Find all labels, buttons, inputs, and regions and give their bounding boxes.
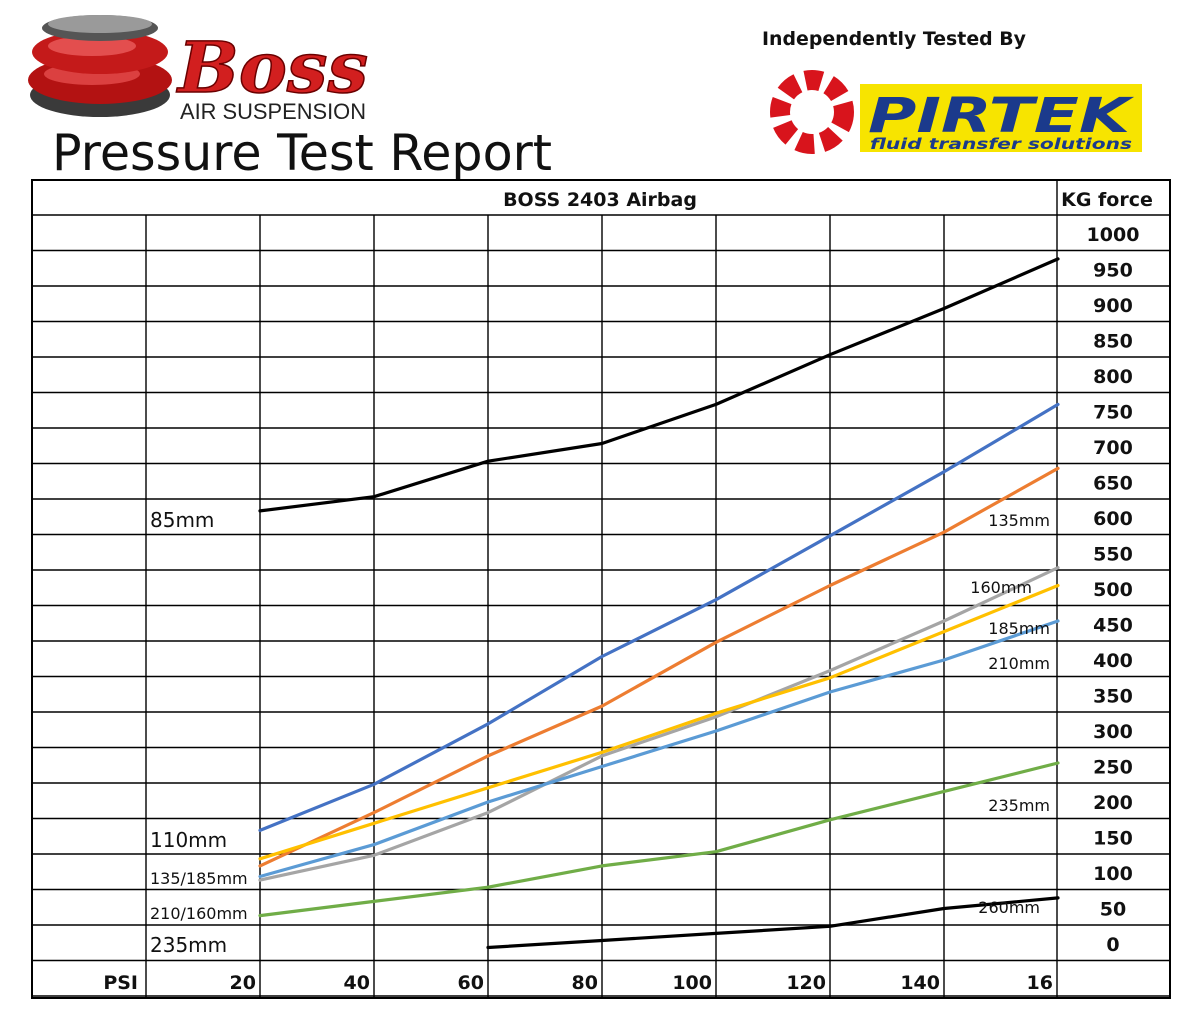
series-label: 160mm <box>970 578 1032 597</box>
y-tick-label: 850 <box>1093 331 1133 353</box>
series-line-235mm <box>258 761 1060 918</box>
boss-logo: Boss AIR SUSPENSION <box>28 15 369 124</box>
brand-subtitle: AIR SUSPENSION <box>180 99 366 124</box>
x-tick-label: 40 <box>344 972 370 994</box>
tested-by-label: Independently Tested By <box>762 28 1027 50</box>
y-tick-label: 150 <box>1093 828 1133 850</box>
y-tick-label: 1000 <box>1087 224 1140 246</box>
y-tick-label: 500 <box>1093 579 1133 601</box>
x-tick-label: 20 <box>230 972 256 994</box>
series-line-135mm <box>258 466 1060 868</box>
y-tick-label: 250 <box>1093 757 1133 779</box>
report-title: Pressure Test Report <box>52 124 552 182</box>
series-label: 210mm <box>988 654 1050 673</box>
x-tick-label: 120 <box>786 972 826 994</box>
x-tick-label: 60 <box>458 972 484 994</box>
chart: BOSS 2403 Airbag KG force1000950900850800… <box>31 179 1171 999</box>
y-tick-label: 400 <box>1093 650 1133 672</box>
series-line-160mm <box>258 566 1060 882</box>
series-label: 235mm <box>150 933 227 957</box>
series-label: 135/185mm <box>150 869 248 888</box>
chart-title: BOSS 2403 Airbag <box>503 189 697 211</box>
y-tick-label: 700 <box>1093 437 1133 459</box>
series-label: 135mm <box>988 511 1050 530</box>
y-tick-label: 200 <box>1093 792 1133 814</box>
y-tick-label: 50 <box>1100 899 1126 921</box>
pirtek-logo: PIRTEK fluid transfer solutions <box>770 70 1142 154</box>
y-tick-label: 950 <box>1093 260 1133 282</box>
x-tick-label: 80 <box>572 972 598 994</box>
x-tick-label: 140 <box>900 972 940 994</box>
y-tick-label: 750 <box>1093 402 1133 424</box>
y-tick-label: 800 <box>1093 366 1133 388</box>
series-label: 235mm <box>988 796 1050 815</box>
pirtek-badge <box>860 84 1142 152</box>
y-tick-label: 450 <box>1093 615 1133 637</box>
x-tick-label: 16 <box>1027 972 1053 994</box>
y-tick-label: 350 <box>1093 686 1133 708</box>
series-line-85mm <box>258 257 1060 513</box>
series-label: 185mm <box>988 619 1050 638</box>
series-label: 260mm <box>978 898 1040 917</box>
partner-tagline: fluid transfer solutions <box>870 135 1132 153</box>
y-axis-label: KG force <box>1061 189 1153 211</box>
brand-name: Boss <box>176 26 368 109</box>
x-axis-label: PSI <box>103 972 138 994</box>
y-tick-label: 900 <box>1093 295 1133 317</box>
pirtek-gear-icon <box>770 70 854 154</box>
series-label: 110mm <box>150 828 227 852</box>
x-tick-label: 100 <box>672 972 712 994</box>
partner-name: PIRTEK <box>868 88 1135 144</box>
series-label: 210/160mm <box>150 904 248 923</box>
y-tick-label: 300 <box>1093 721 1133 743</box>
y-tick-label: 650 <box>1093 473 1133 495</box>
y-tick-label: 100 <box>1093 863 1133 885</box>
series-line-210mm <box>258 619 1060 879</box>
y-tick-label: 0 <box>1106 934 1119 956</box>
series-line-185mm <box>258 583 1060 861</box>
series-line-260mm <box>486 896 1060 950</box>
series-line-110mm <box>258 402 1060 833</box>
air-spring-icon <box>28 15 172 117</box>
y-tick-label: 600 <box>1093 508 1133 530</box>
series-label: 85mm <box>150 508 214 532</box>
y-tick-label: 550 <box>1093 544 1133 566</box>
table-border <box>31 179 1171 999</box>
